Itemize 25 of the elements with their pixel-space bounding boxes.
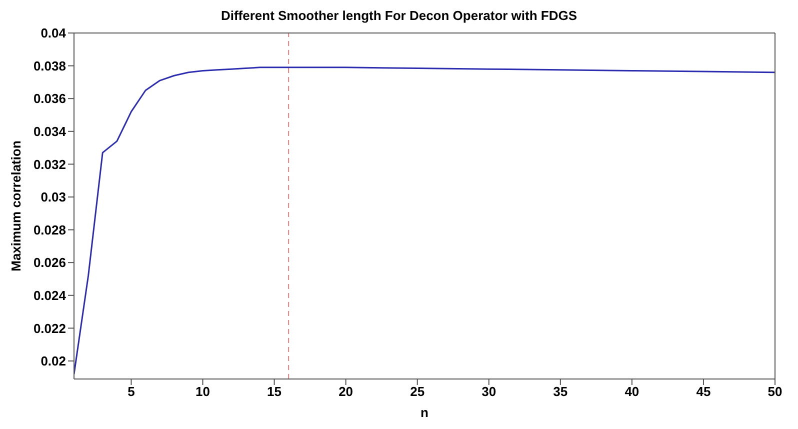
x-tick-label: 25 (410, 384, 425, 400)
y-tick-label: 0.028 (33, 222, 66, 238)
y-tick-label: 0.024 (33, 288, 67, 303)
x-tick-label: 15 (267, 384, 282, 400)
x-tick-label: 20 (338, 384, 354, 400)
y-tick-label: 0.02 (40, 354, 66, 369)
y-axis-title: Maximum correlation (8, 140, 24, 272)
line-series (74, 66, 775, 375)
y-tick-label: 0.04 (40, 26, 67, 41)
y-tick-label: 0.026 (33, 255, 66, 270)
x-tick-label: 30 (482, 384, 496, 400)
x-tick-label: 35 (553, 384, 568, 400)
y-tick-label: 0.036 (33, 91, 66, 106)
x-tick-label: 40 (624, 384, 640, 400)
x-tick-label: 45 (696, 384, 711, 400)
y-tick-label: 0.03 (40, 190, 66, 205)
y-tick-label: 0.038 (33, 58, 66, 74)
x-axis-title: n (420, 405, 429, 420)
x-tick-label: 5 (128, 384, 135, 400)
x-tick-label: 50 (768, 384, 782, 400)
y-tick-label: 0.022 (33, 320, 66, 336)
x-tick-label: 10 (196, 384, 210, 400)
y-tick-label: 0.034 (33, 124, 67, 140)
chart-title: Different Smoother length For Decon Operator with FDGS (220, 8, 578, 23)
y-tick-label: 0.032 (33, 156, 66, 172)
